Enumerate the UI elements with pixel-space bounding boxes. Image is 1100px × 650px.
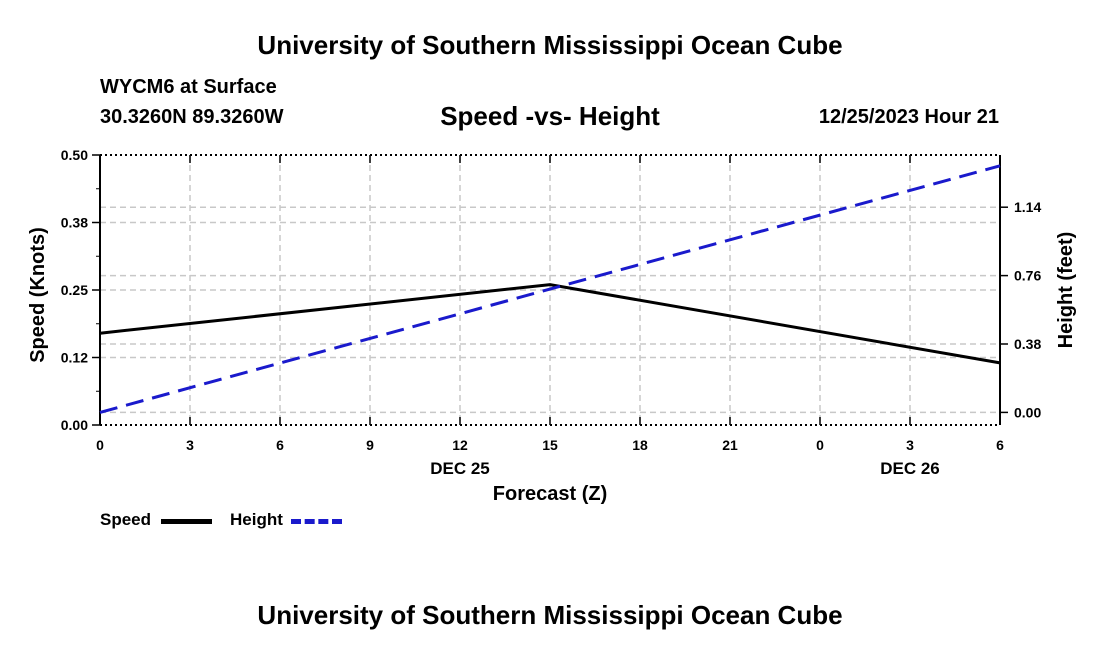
x-tick-label: 3 bbox=[906, 437, 914, 453]
x-tick-label: 6 bbox=[276, 437, 284, 453]
series-line-height bbox=[99, 164, 1001, 414]
x-tick-label: 15 bbox=[542, 437, 558, 453]
legend-speed-swatch bbox=[161, 519, 212, 524]
legend-speed-label: Speed bbox=[100, 510, 152, 529]
x-tick-label: 0 bbox=[96, 437, 104, 453]
x-tick-label: 12 bbox=[452, 437, 468, 453]
datetime-label: 12/25/2023 Hour 21 bbox=[818, 106, 999, 128]
x-tick-label: 21 bbox=[722, 437, 738, 453]
y2-axis-title: Height (feet) bbox=[1055, 232, 1077, 349]
y2-tick-label: 0.00 bbox=[1014, 404, 1041, 420]
x-tick-label: 9 bbox=[366, 437, 374, 453]
y-tick-label: 0.50 bbox=[61, 147, 88, 163]
page-title: University of Southern Mississippi Ocean… bbox=[257, 30, 843, 60]
x-date-label: DEC 25 bbox=[430, 459, 490, 478]
chart-title: Speed -vs- Height bbox=[440, 101, 660, 131]
y2-tick-label: 1.14 bbox=[1014, 199, 1041, 215]
y2-tick-label: 0.76 bbox=[1014, 268, 1041, 284]
x-tick-label: 0 bbox=[816, 437, 824, 453]
series-line-speed bbox=[99, 283, 1001, 365]
chart-plot: 0 3 6 9 12 15 18 21 0 3 6 DEC 25 DEC 26 Forecast (Z) 0… bbox=[27, 147, 1077, 505]
y-tick-label: 0.12 bbox=[61, 350, 88, 366]
bottom-title: University of Southern Mississippi Ocean… bbox=[257, 600, 843, 630]
coordinates-label: 30.3260N 89.3260W bbox=[100, 106, 284, 128]
x-axis-title: Forecast (Z) bbox=[493, 483, 607, 505]
y-tick-label: 0.38 bbox=[61, 215, 88, 231]
y-tick-label: 0.00 bbox=[61, 417, 88, 433]
y-axis-title: Speed (Knots) bbox=[27, 227, 49, 363]
y-tick-label: 0.25 bbox=[61, 282, 88, 298]
station-label: WYCM6 at Surface bbox=[100, 76, 277, 98]
x-tick-label: 3 bbox=[186, 437, 194, 453]
legend-height-label: Height bbox=[230, 510, 283, 529]
x-tick-label: 18 bbox=[632, 437, 648, 453]
x-tick-label: 6 bbox=[996, 437, 1004, 453]
legend-height-swatch bbox=[291, 519, 342, 524]
x-date-label: DEC 26 bbox=[880, 459, 940, 478]
y2-tick-label: 0.38 bbox=[1014, 336, 1041, 352]
